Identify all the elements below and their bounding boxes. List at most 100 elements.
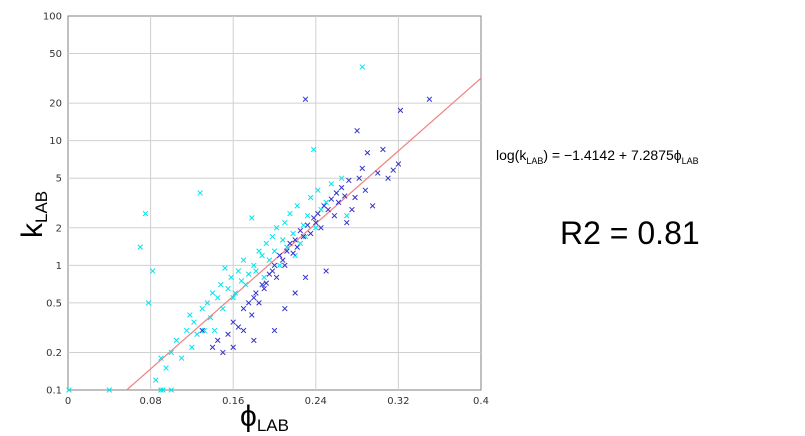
data-point-series-2 (341, 193, 348, 199)
data-point-series-1 (222, 265, 228, 271)
data-point-series-1 (323, 199, 329, 206)
data-point-series-2 (256, 300, 262, 306)
data-point-series-2 (214, 337, 221, 344)
data-point-series-2 (199, 327, 205, 334)
data-point-series-1 (313, 225, 319, 231)
data-point-series-2 (261, 285, 267, 292)
data-point-series-1 (280, 237, 286, 243)
y-tick-label: 100 (43, 12, 62, 23)
data-point-series-1 (228, 274, 234, 281)
data-point-series-2 (349, 206, 355, 213)
data-point-series-1 (235, 268, 242, 274)
equation-sub1: LAB (526, 156, 543, 166)
data-point-series-1 (145, 300, 152, 306)
x-tick-labels: 0 0.08 0.16 0.24 0.32 0.4 (65, 396, 489, 407)
data-point-series-2 (263, 280, 269, 286)
data-point-series-1 (158, 387, 164, 393)
data-point-series-1 (168, 349, 175, 356)
data-point-series-1 (269, 233, 276, 240)
data-point-series-1 (304, 212, 311, 219)
data-point-series-2 (302, 274, 309, 281)
data-point-series-2 (390, 167, 396, 173)
data-point-series-1 (218, 281, 224, 288)
data-point-series-2 (331, 212, 338, 219)
data-point-series-2 (359, 165, 366, 172)
data-point-series-2 (354, 128, 360, 134)
data-point-series-1 (158, 355, 164, 361)
data-point-series-1 (300, 222, 307, 228)
data-point-series-2 (253, 290, 259, 296)
data-point-series-1 (232, 290, 239, 296)
data-point-series-2 (284, 248, 290, 254)
data-point-series-2 (346, 177, 352, 184)
data-point-series-1 (287, 210, 293, 217)
data-point-series-1 (256, 248, 262, 254)
data-point-series-1 (271, 248, 278, 254)
data-point-series-1 (194, 331, 200, 338)
data-point-series-2 (325, 206, 331, 213)
data-point-series-2 (374, 170, 381, 176)
equation-sub2: LAB (682, 156, 699, 166)
data-point-series-1 (149, 268, 156, 274)
data-point-series-1 (191, 319, 197, 325)
data-point-series-1 (273, 225, 280, 231)
data-point-series-2 (287, 240, 293, 247)
data-point-series-1 (207, 314, 214, 321)
regression-equation: log(kLAB) = −1.4142 + 7.2875ϕLAB (496, 147, 699, 166)
data-point-series-1 (168, 387, 175, 393)
data-point-series-1 (204, 300, 211, 306)
data-point-series-2 (338, 184, 345, 191)
data-point-series-1 (225, 285, 231, 292)
data-point-series-1 (266, 257, 273, 263)
data-point-series-2 (369, 203, 376, 209)
data-point-series-2 (282, 305, 288, 312)
x-tick-label: 0.32 (387, 396, 409, 407)
data-point-series-2 (292, 290, 298, 296)
data-point-series-1 (328, 181, 335, 187)
data-point-series-1 (137, 244, 144, 250)
data-point-series-1 (315, 187, 321, 194)
data-point-series-2 (245, 300, 252, 306)
data-point-series-2 (251, 337, 257, 344)
data-point-series-1 (209, 290, 216, 296)
data-point-series-2 (426, 96, 433, 102)
data-point-series-1 (290, 230, 296, 237)
data-point-series-2 (307, 230, 314, 237)
y-tick-label: 0.2 (46, 348, 62, 359)
data-point-series-2 (292, 237, 298, 243)
data-point-series-2 (362, 187, 369, 194)
x-axis-label-main: ϕ (240, 400, 257, 433)
data-point-series-2 (259, 281, 265, 288)
data-point-series-1 (183, 327, 190, 334)
grid-lines (68, 16, 481, 390)
data-point-series-2 (328, 196, 335, 202)
data-point-series-2 (297, 227, 304, 234)
data-point-series-1 (189, 344, 195, 351)
data-point-series-1 (214, 294, 221, 301)
data-point-series-2 (249, 312, 255, 318)
data-point-series-1 (160, 387, 166, 393)
data-point-series-2 (290, 250, 296, 257)
data-point-series-2 (230, 319, 236, 325)
data-points (66, 64, 433, 393)
y-tick-label: 2 (56, 223, 62, 234)
data-point-series-2 (276, 252, 283, 259)
x-tick-label: 0.16 (222, 396, 244, 407)
y-tick-label: 10 (49, 136, 62, 147)
x-axis-label: ϕLAB (240, 400, 289, 435)
data-point-series-1 (197, 190, 203, 196)
data-point-series-2 (240, 327, 247, 334)
data-point-series-2 (397, 107, 404, 114)
data-point-series-1 (310, 146, 317, 153)
data-point-series-1 (276, 262, 283, 269)
x-tick-label: 0.24 (305, 396, 327, 407)
equation-mid: ) = −1.4142 + 7.2875ϕ (543, 147, 681, 163)
data-point-series-1 (211, 327, 218, 334)
data-point-series-2 (356, 175, 362, 181)
y-tick-label: 1 (56, 261, 62, 272)
data-point-series-2 (271, 262, 278, 269)
data-point-series-1 (153, 377, 159, 383)
data-point-series-1 (199, 305, 205, 312)
data-point-series-2 (225, 331, 231, 338)
y-axis-label-sub: LAB (32, 191, 51, 223)
